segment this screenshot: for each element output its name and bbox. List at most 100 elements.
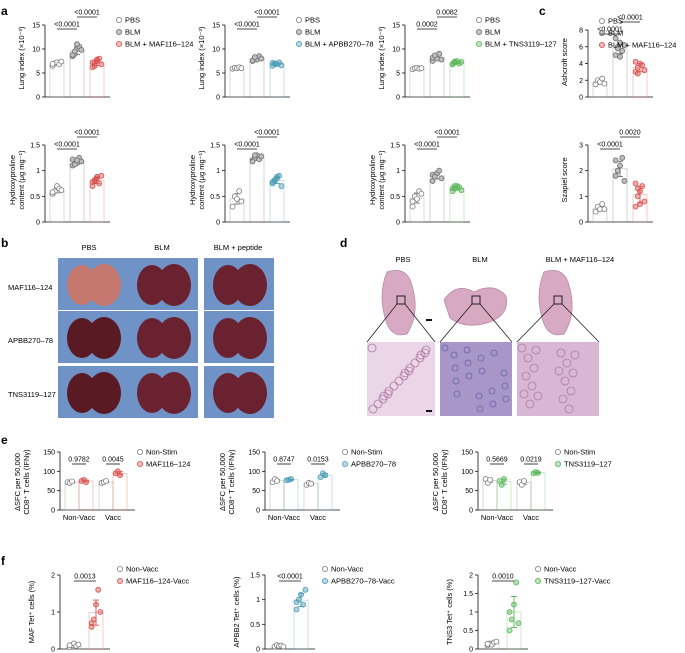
plot-e-3: 0 50 100 150 0.5669 Non-Vacc 0.0219 Vacc ΔSFC pe… bbox=[431, 448, 612, 523]
y-axis-label: Hydroxyproline bbox=[188, 155, 197, 205]
histo-alveolus bbox=[527, 381, 537, 391]
legend-label: Non-Stim bbox=[146, 448, 177, 457]
scale-bar bbox=[426, 410, 432, 412]
data-point bbox=[249, 158, 256, 165]
panel-b: PBS BLM BLM + peptide MAF116–124 APBB270… bbox=[8, 243, 274, 418]
histo-zoom-line bbox=[439, 303, 473, 343]
data-point bbox=[238, 65, 245, 72]
x-category-label: Non-Vacc bbox=[63, 513, 96, 522]
histo-zoom-line bbox=[479, 303, 513, 343]
histo-alveolus bbox=[531, 345, 541, 355]
lung-lobe-right bbox=[233, 372, 267, 414]
data-point bbox=[58, 58, 65, 65]
legend-marker bbox=[475, 41, 482, 48]
data-point bbox=[617, 162, 623, 169]
data-point bbox=[511, 601, 517, 608]
plot-f-3: 0 0.5 1 1.5 2 0.0010 TNS3 Tet⁺ cells (%) Non-Va… bbox=[445, 565, 611, 653]
data-point bbox=[599, 201, 606, 207]
p-value-label: 0.0013 bbox=[74, 574, 96, 581]
histo-alveolus bbox=[465, 372, 473, 380]
data-point bbox=[484, 640, 491, 647]
data-point bbox=[258, 55, 265, 62]
y-tick-label: 2 bbox=[579, 168, 583, 175]
data-point bbox=[614, 167, 621, 174]
legend-marker bbox=[555, 460, 562, 467]
legend-label: BLM + TNS3119–127 bbox=[485, 40, 557, 49]
data-point bbox=[418, 190, 425, 197]
data-point bbox=[501, 476, 507, 482]
histo-alveolus bbox=[519, 389, 529, 399]
histo-alveolus bbox=[367, 343, 377, 353]
data-point bbox=[414, 195, 420, 202]
mean-bar bbox=[112, 473, 128, 511]
data-point bbox=[95, 586, 102, 593]
legend-marker bbox=[321, 578, 328, 585]
plot-c-2: 0 1 2 3 <0.0001 0.0020 Szapiel score bbox=[560, 130, 653, 227]
data-point bbox=[274, 478, 280, 484]
panel-letter-a: a bbox=[1, 4, 8, 18]
y-axis-label: CD8⁺ T cells (IFNγ) bbox=[22, 449, 31, 515]
legend-marker bbox=[599, 29, 606, 36]
y-tick-label: 50 bbox=[252, 488, 260, 495]
panel-letter-d: d bbox=[340, 236, 347, 250]
data-point bbox=[612, 172, 619, 179]
histo-alveolus bbox=[441, 344, 449, 352]
y-tick-label: 3 bbox=[579, 143, 583, 150]
histo-alveolus bbox=[566, 386, 576, 396]
y-axis-label: CD8⁺ T cells (IFNγ) bbox=[440, 449, 449, 515]
legend-marker bbox=[599, 17, 606, 24]
data-point bbox=[234, 195, 240, 202]
y-tick-label: 1 bbox=[256, 597, 260, 604]
y-tick-label: 2 bbox=[51, 573, 55, 580]
histo-alveolus bbox=[502, 395, 510, 403]
legend-label: Non-Stim bbox=[351, 448, 382, 457]
histo-alveolus bbox=[489, 400, 497, 408]
legend-label: BLM + APBB270–78 bbox=[305, 40, 374, 49]
mean-bar bbox=[269, 63, 285, 98]
panel-d: PBS BLM BLM + MAF116–124 bbox=[366, 255, 614, 416]
y-axis-label: Lung index (×10⁻³) bbox=[197, 26, 206, 89]
data-point bbox=[458, 187, 465, 194]
data-point bbox=[278, 62, 285, 69]
histo-alveolus bbox=[452, 377, 460, 385]
data-point bbox=[436, 167, 443, 174]
data-point bbox=[322, 472, 328, 479]
data-point bbox=[498, 481, 505, 488]
legend-marker bbox=[136, 460, 143, 467]
histo-lowmag-tissue bbox=[538, 269, 573, 336]
y-axis-label: Hydroxyproline bbox=[368, 155, 377, 205]
p-value-label: 0.0010 bbox=[492, 574, 514, 581]
data-point bbox=[535, 469, 541, 476]
histo-alveolus bbox=[389, 381, 399, 391]
data-point bbox=[94, 56, 100, 63]
data-point bbox=[229, 203, 236, 210]
data-point bbox=[300, 601, 307, 608]
y-tick-label: 0 bbox=[36, 95, 40, 102]
p-value-label: 0.9782 bbox=[68, 457, 90, 464]
lung-lobe-right bbox=[87, 372, 121, 414]
data-point bbox=[438, 56, 445, 63]
scale-bar bbox=[426, 319, 432, 321]
p-value-label: <0.0001 bbox=[54, 142, 80, 149]
y-tick-label: 1 bbox=[469, 610, 473, 617]
histo-alveolus bbox=[488, 387, 496, 395]
row-label-maf: MAF116–124 bbox=[8, 283, 52, 292]
data-point bbox=[93, 601, 99, 608]
mean-bar bbox=[482, 480, 498, 511]
x-category-label: Non-Vacc bbox=[481, 513, 514, 522]
data-point bbox=[69, 478, 75, 485]
histo-alveolus bbox=[400, 368, 410, 378]
data-point bbox=[639, 62, 646, 69]
mean-bar bbox=[283, 479, 299, 511]
mean-bar bbox=[516, 482, 532, 511]
data-point bbox=[617, 39, 623, 46]
data-point bbox=[418, 65, 425, 72]
y-tick-label: 0 bbox=[51, 647, 55, 653]
y-tick-label: 0 bbox=[216, 95, 220, 102]
y-tick-label: 1 bbox=[36, 168, 40, 175]
mean-bar bbox=[78, 480, 94, 511]
data-point bbox=[71, 48, 78, 55]
y-tick-label: 5 bbox=[36, 71, 40, 78]
data-point bbox=[451, 183, 458, 189]
y-tick-label: 0 bbox=[396, 95, 400, 102]
